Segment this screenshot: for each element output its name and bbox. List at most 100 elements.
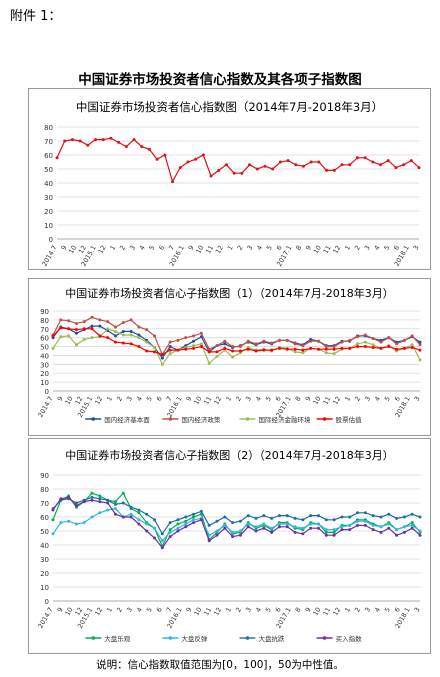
data-point [355,156,359,160]
data-point [418,348,422,352]
y-tick-label: 70 [44,138,53,146]
x-tick-label: 4 [373,244,382,252]
x-tick-label: 8 [294,244,303,252]
data-point [199,518,203,522]
data-point [113,507,117,511]
y-tick-label: 0 [45,388,49,396]
attachment-label: 附件 1： [10,9,62,24]
data-point [129,515,133,519]
data-point [223,523,227,527]
legend-marker [168,636,173,640]
data-point [137,336,141,340]
x-tick-label: 8 [294,606,303,614]
data-point [254,342,258,346]
legend-item: 大盘乐观 [85,634,131,643]
data-point [379,340,383,344]
data-point [402,525,406,529]
x-tick-label: 12 [77,244,88,255]
y-tick-label: 40 [44,180,53,188]
legend-item: 国内经济基本面 [85,415,150,424]
confidence-index-chart: 中国证券市场投资者信心指数图（2014年7月-2018年3月） 0 10 20 30 40… [28,88,431,270]
data-point [51,532,55,536]
data-point [192,512,196,516]
data-point [309,514,313,518]
data-point [153,345,157,349]
y-tick-label: 20 [40,570,49,578]
data-point [371,337,375,341]
data-point [82,320,86,324]
data-point [215,350,219,354]
data-point [294,163,298,167]
data-point [192,346,196,350]
data-point [90,324,94,328]
data-point [340,340,344,344]
data-point [147,147,151,151]
x-tick-label: 3 [125,395,134,403]
data-point [74,501,78,505]
data-point [223,346,227,350]
x-tick-label: 1 [226,244,235,252]
legend-item: 国内经济政策 [162,415,221,424]
data-point [178,166,182,170]
x-tick-label: 6 [393,606,402,614]
data-point [160,353,164,357]
data-point [263,164,267,168]
x-tick-label: 6 [274,606,283,614]
y-tick-label: 20 [44,208,53,216]
data-point [301,351,305,355]
data-point [356,511,360,515]
data-point [51,508,55,512]
data-point [199,342,203,346]
x-tick-label: 3 [245,244,254,252]
data-point [67,327,71,331]
y-tick-label: 70 [40,326,49,334]
x-tick-label: 6 [275,244,284,252]
data-point [332,168,336,172]
x-tick-label: 2 [118,244,127,252]
data-point [121,321,125,325]
data-point [286,159,290,163]
data-point [379,515,383,519]
x-tick-label: 5 [265,244,274,252]
x-tick-label: 2 [353,244,362,252]
data-point [238,519,242,523]
x-tick-label: 12 [73,606,84,617]
data-point [86,143,90,147]
data-point [74,504,78,508]
x-tick-label: 3 [363,606,372,614]
data-point [395,347,399,351]
legend-item: 股票估值 [316,415,362,424]
data-point [176,522,180,526]
data-point [418,533,422,537]
data-point [293,525,297,529]
x-tick-label: 11 [202,395,213,406]
data-point [363,156,367,160]
x-tick-label: 9 [187,244,196,252]
x-tick-label: 10 [192,606,203,617]
data-point [371,523,375,527]
y-tick-label: 60 [44,152,53,160]
data-point [124,145,128,149]
data-point [270,526,274,530]
data-point [90,327,94,331]
data-point [199,331,203,335]
footnote: 说明：信心指数取值范围为[0，100]，50为中性值。 [96,659,344,671]
data-point [90,491,94,495]
data-point [231,345,235,349]
data-point [160,539,164,543]
y-tick-label: 30 [40,361,49,369]
data-point [301,526,305,530]
data-point [74,331,78,335]
x-tick-label: 12 [212,395,223,406]
x-tick-label: 1 [108,244,117,252]
data-point [270,516,274,520]
data-point [67,334,71,338]
data-point [248,163,252,167]
x-tick-label: 11 [204,244,215,255]
data-point [140,145,144,149]
y-tick-label: 40 [40,542,49,550]
data-point [309,526,313,530]
data-point [82,500,86,504]
data-point [231,521,235,525]
legend-label: 大盘抗跌 [259,634,286,643]
